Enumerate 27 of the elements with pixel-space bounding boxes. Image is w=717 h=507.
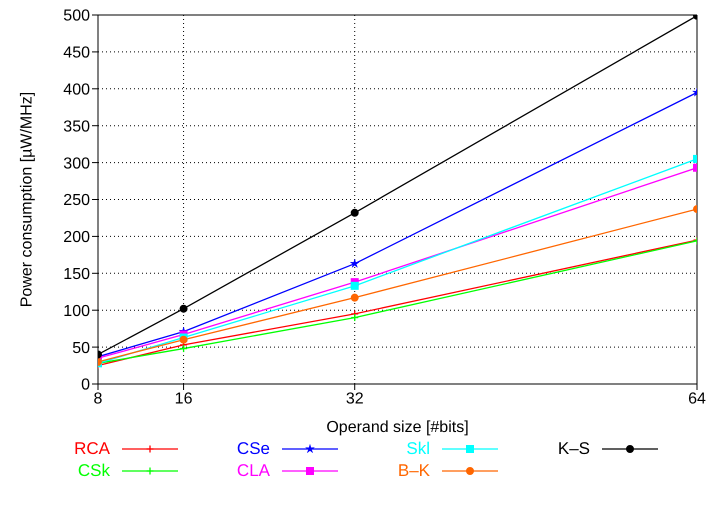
legend-label: B–K xyxy=(398,461,430,481)
y-tick-label: 0 xyxy=(81,376,90,394)
point xyxy=(350,258,360,268)
y-tick-label: 250 xyxy=(63,192,90,210)
x-tick-label: 64 xyxy=(688,390,706,408)
legend-label: RCA xyxy=(74,439,110,459)
y-tick-label: 50 xyxy=(72,340,90,357)
legend-label: CSe xyxy=(236,439,270,459)
y-tick-label: 100 xyxy=(63,302,90,320)
y-tick-label: 400 xyxy=(63,81,90,98)
y-tick-label: 350 xyxy=(63,118,90,136)
y-tick-label: 300 xyxy=(63,155,90,172)
legend-label: CSk xyxy=(78,461,110,481)
x-tick-label: 8 xyxy=(94,390,103,408)
x-tick-label: 32 xyxy=(346,390,364,408)
y-tick-label: 450 xyxy=(63,44,90,62)
point xyxy=(350,208,359,217)
point xyxy=(180,304,188,313)
y-tick-label: 500 xyxy=(63,8,90,25)
x-tick-label: 16 xyxy=(174,390,193,408)
y-tick-label: 200 xyxy=(63,229,90,246)
legend-label: Skl xyxy=(406,439,430,459)
legend-label: CLA xyxy=(236,461,270,481)
y-tick-label: 150 xyxy=(63,266,90,283)
legend-label: K–S xyxy=(558,439,590,459)
x-axis-title: Operand size [#bits] xyxy=(326,419,469,436)
y-axis-title: Power consumption [µW/MHz] xyxy=(18,92,36,308)
